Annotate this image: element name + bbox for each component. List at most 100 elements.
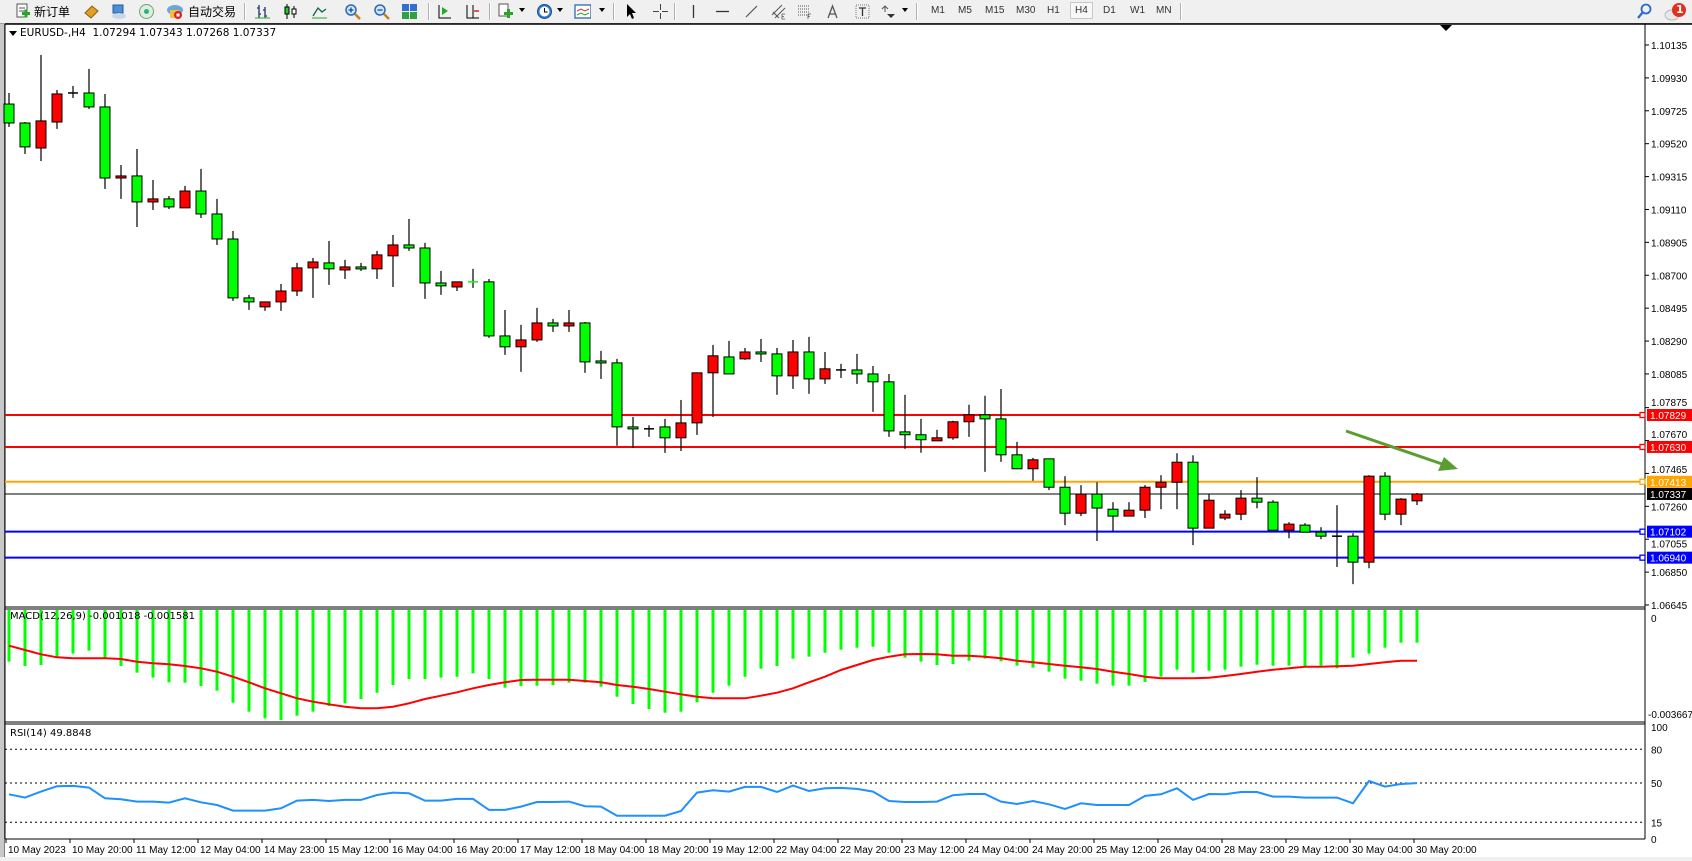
indicators-icon[interactable] (497, 3, 514, 20)
chart-shift-marker-icon[interactable] (1440, 25, 1452, 31)
auto-trading-icon[interactable] (166, 3, 183, 20)
crosshair-icon[interactable] (652, 3, 669, 20)
chart-shift-icon[interactable] (435, 3, 452, 20)
candle-body (403, 244, 415, 249)
macd-histogram-bar (55, 610, 59, 658)
templates-dropdown-arrow[interactable] (599, 8, 605, 12)
line-anchor-handle[interactable] (1639, 554, 1646, 561)
timeframe-button-m5[interactable]: M5 (958, 5, 972, 16)
periods-dropdown-arrow[interactable] (557, 8, 563, 12)
candle-body (995, 418, 1007, 456)
tile-windows-icon[interactable] (401, 3, 418, 20)
toolbar-separator (244, 3, 246, 20)
auto-trading-button[interactable]: 自动交易 (188, 5, 237, 19)
macd-axis-bottom: -0.003667 (1648, 710, 1692, 721)
candle-body (211, 213, 223, 240)
candle (403, 218, 415, 251)
trend-arrow[interactable] (1345, 429, 1458, 471)
price-tick-label: 1.08700 (1651, 271, 1688, 282)
timeframe-button-h4[interactable]: H4 (1070, 2, 1093, 19)
indicators-dropdown-arrow[interactable] (519, 8, 525, 12)
line-anchor-handle[interactable] (1639, 478, 1646, 485)
candle-body (659, 426, 671, 439)
line-anchor-handle[interactable] (1639, 443, 1646, 451)
market-watch-icon[interactable] (110, 3, 127, 20)
text-label-icon[interactable] (854, 3, 871, 20)
timeframe-button-mn[interactable]: MN (1156, 5, 1172, 16)
macd-histogram-bar (791, 610, 795, 659)
macd-histogram-bar (1143, 610, 1147, 682)
text-icon[interactable] (824, 3, 841, 20)
symbol-label: EURUSD-,H4 (20, 27, 86, 39)
candle-body (1059, 486, 1071, 514)
trendline-icon[interactable] (743, 3, 760, 20)
macd-histogram-bar (727, 610, 731, 686)
candlestick-icon[interactable] (282, 3, 299, 20)
candle (803, 336, 815, 394)
candle-body (115, 175, 127, 179)
templates-icon[interactable] (574, 3, 591, 20)
macd-histogram-bar (199, 610, 203, 686)
history-center-icon[interactable] (83, 3, 100, 20)
arrows-icon[interactable] (879, 3, 896, 20)
horizontal-line-icon[interactable] (714, 3, 731, 20)
macd-histogram-bar (1095, 610, 1099, 684)
candle (115, 165, 127, 199)
line-chart-icon[interactable] (311, 3, 328, 20)
line-anchor-handle[interactable] (1639, 528, 1646, 535)
candle (435, 270, 447, 295)
candle-body (627, 426, 639, 430)
macd-histogram-bar (1415, 610, 1419, 643)
timeframe-button-w1[interactable]: W1 (1130, 5, 1145, 16)
price-tag-label: 1.07829 (1650, 411, 1687, 422)
candle-body (547, 322, 559, 327)
candle (387, 234, 399, 287)
search-icon[interactable] (1636, 3, 1653, 20)
candle (1332, 505, 1342, 567)
fibonacci-icon[interactable] (796, 3, 813, 20)
price-tick-label: 1.08905 (1651, 238, 1688, 249)
signals-icon[interactable] (138, 3, 155, 20)
macd-histogram-bar (743, 610, 747, 677)
equidistant-channel-icon[interactable] (770, 3, 787, 20)
bar-chart-icon[interactable] (254, 3, 271, 20)
rsi-axis-label: 50 (1651, 779, 1663, 790)
autoscroll-icon[interactable] (463, 3, 480, 20)
macd-histogram-bar (855, 610, 859, 648)
vertical-line-icon[interactable] (685, 3, 702, 20)
new-order-button[interactable]: 新订单 (34, 5, 71, 19)
candle (483, 278, 495, 338)
timeframe-button-m30[interactable]: M30 (1016, 5, 1036, 16)
price-tag (1647, 551, 1692, 564)
arrows-dropdown-arrow[interactable] (902, 8, 908, 12)
macd-histogram-bar (951, 610, 955, 665)
periods-icon[interactable] (536, 3, 553, 20)
rsi-header: RSI(14) 49.8848 (10, 728, 92, 739)
new-order-icon[interactable] (14, 3, 31, 20)
chart-menu-triangle-icon[interactable] (9, 31, 17, 36)
zoom-in-icon[interactable] (344, 3, 361, 20)
timeframe-button-d1[interactable]: D1 (1103, 5, 1116, 16)
time-axis-label: 30 May 04:00 (1352, 845, 1413, 856)
macd-histogram-bar (215, 610, 219, 691)
timeframe-button-m15[interactable]: M15 (985, 5, 1005, 16)
macd-histogram-bar (807, 610, 811, 657)
line-anchor-handle[interactable] (1639, 411, 1646, 419)
macd-histogram-bar (135, 610, 139, 673)
price-tick-label: 1.09315 (1651, 173, 1688, 184)
price-tag (1647, 409, 1692, 422)
timeframe-button-m1[interactable]: M1 (931, 5, 945, 16)
macd-histogram-bar (343, 610, 347, 704)
candle (275, 283, 287, 311)
price-tick-label: 1.07465 (1651, 465, 1688, 476)
timeframe-button-h1[interactable]: H1 (1047, 5, 1060, 16)
candle (1123, 502, 1135, 517)
macd-histogram-bar (679, 610, 683, 712)
notification-icon[interactable]: 1 (1664, 2, 1688, 20)
arrow-head-icon (1438, 457, 1458, 471)
price-tag-label: 1.07102 (1650, 528, 1687, 539)
cursor-icon[interactable] (622, 3, 639, 20)
zoom-out-icon[interactable] (373, 3, 390, 20)
candle-body (35, 120, 47, 149)
